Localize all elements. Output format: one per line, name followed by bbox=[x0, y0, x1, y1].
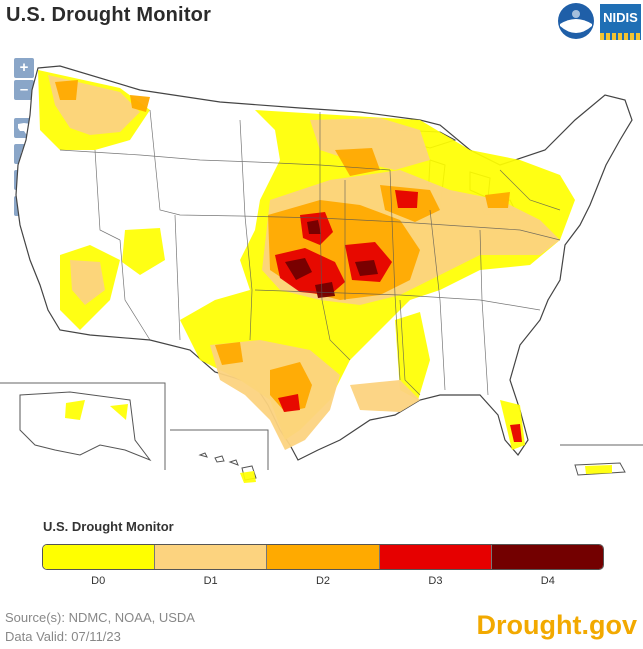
legend-swatch-d2 bbox=[267, 545, 380, 569]
legend-label-d2: D2 bbox=[315, 575, 331, 587]
legend-swatch-d3 bbox=[379, 545, 492, 569]
legend-label-d4: D4 bbox=[540, 575, 555, 587]
alaska-inset-frame bbox=[0, 382, 166, 470]
drought-d4-areas bbox=[285, 220, 378, 298]
source-text: Source(s): NDMC, NOAA, USDA bbox=[5, 610, 195, 625]
data-valid-date: Data Valid: 07/11/23 bbox=[5, 629, 121, 644]
legend-label-d0: D0 bbox=[91, 575, 106, 587]
zoom-in-button[interactable]: + bbox=[14, 58, 34, 78]
drought-gov-brand[interactable]: Drought.gov bbox=[476, 610, 637, 640]
legend-labels: D0 D1 D2 D3 D4 bbox=[42, 575, 604, 587]
drought-map bbox=[0, 65, 643, 483]
legend-swatch-d0 bbox=[43, 545, 156, 569]
page-title: U.S. Drought Monitor bbox=[6, 4, 212, 26]
state-boundaries bbox=[59, 109, 561, 396]
nidis-logo: NIDIS bbox=[600, 4, 641, 40]
alaska-outline bbox=[19, 391, 152, 462]
legend-label-d1: D1 bbox=[203, 575, 218, 587]
legend-color-bar bbox=[42, 544, 604, 570]
legend-swatch-d1 bbox=[155, 545, 268, 569]
legend-swatch-d4 bbox=[491, 545, 603, 569]
noaa-logo bbox=[558, 3, 594, 39]
zoom-out-button[interactable]: – bbox=[14, 80, 34, 100]
nidis-logo-text: NIDIS bbox=[603, 10, 638, 25]
nidis-logo-stripe bbox=[600, 33, 641, 40]
legend-label-d3: D3 bbox=[428, 575, 443, 587]
legend-title: U.S. Drought Monitor bbox=[43, 519, 174, 534]
hawaii-inset-frame bbox=[170, 429, 269, 470]
